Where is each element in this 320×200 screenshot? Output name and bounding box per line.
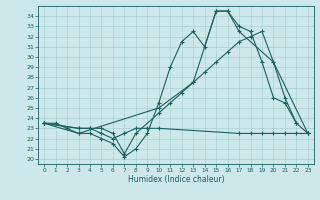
X-axis label: Humidex (Indice chaleur): Humidex (Indice chaleur) xyxy=(128,175,224,184)
